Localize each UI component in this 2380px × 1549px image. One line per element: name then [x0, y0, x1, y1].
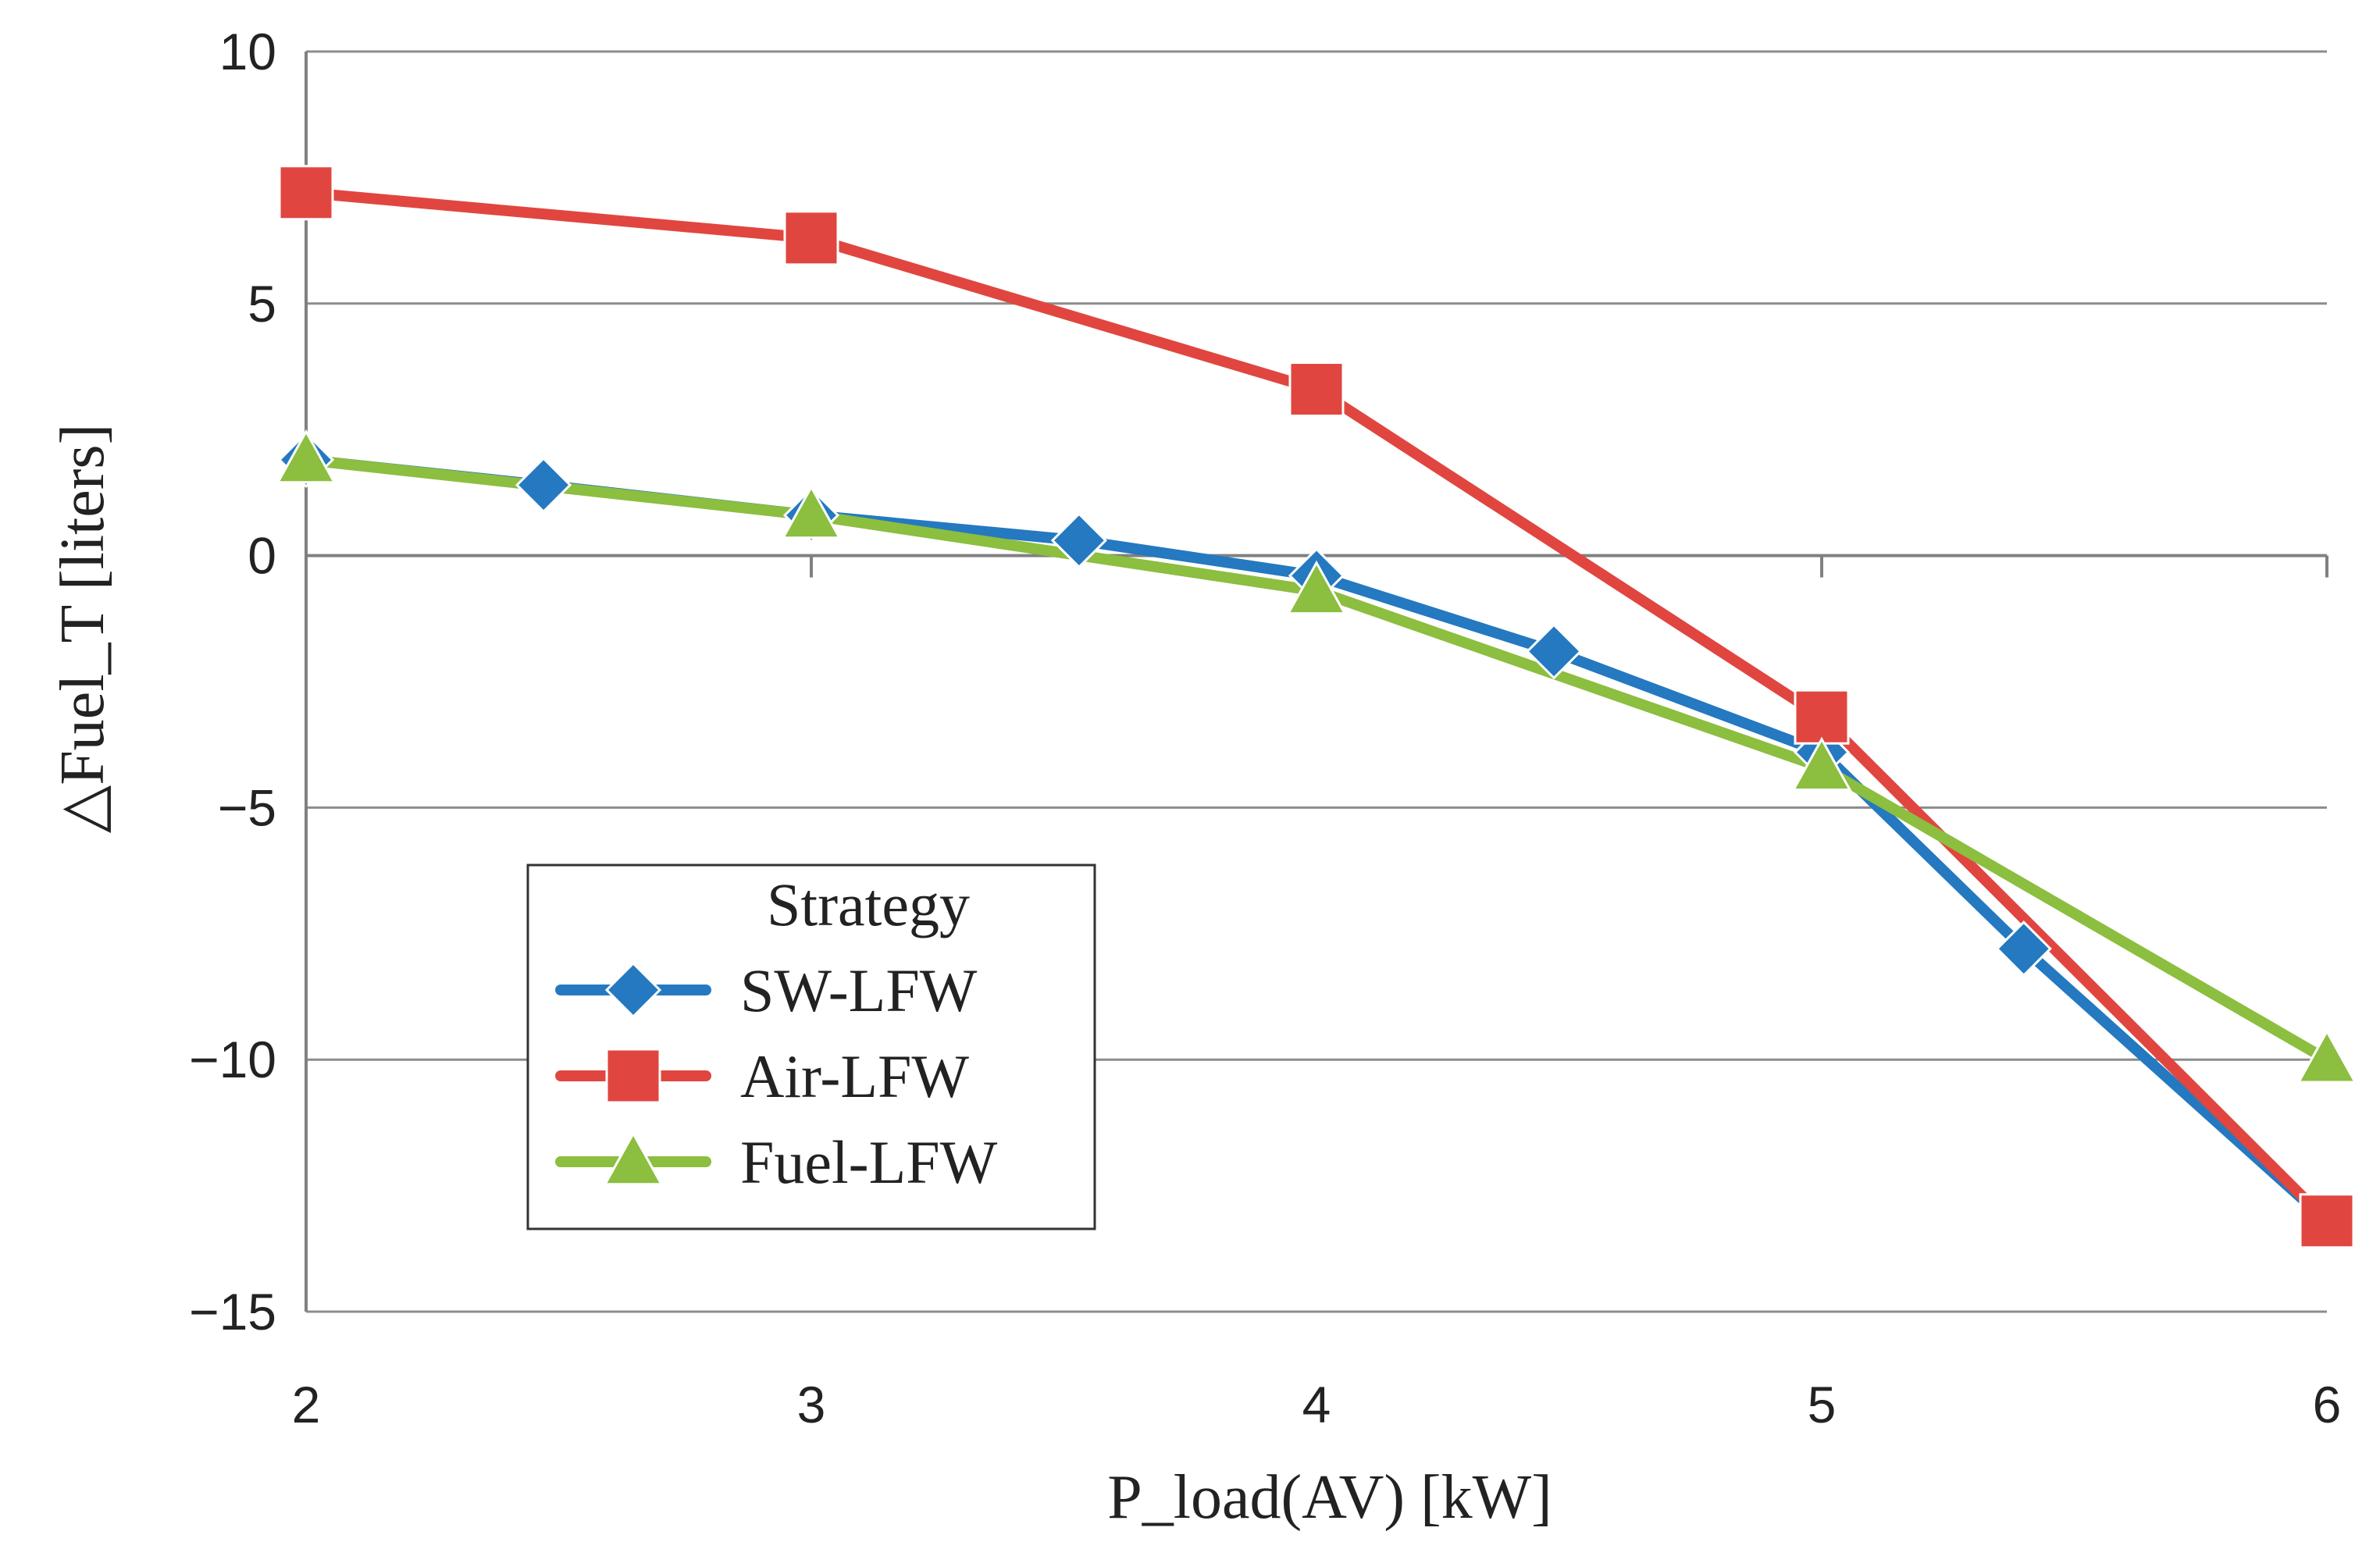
y-tick-label: −10: [189, 1031, 276, 1088]
legend-title: Strategy: [767, 871, 970, 938]
x-tick-label: 5: [1808, 1376, 1837, 1433]
data-point-sw-lfw: [1050, 512, 1108, 569]
y-axis-title: △Fuel_T [liters]: [48, 424, 117, 833]
x-tick-labels: 2 3 4 5 6: [292, 1376, 2342, 1433]
legend-label-air-lfw: Air-LFW: [740, 1042, 969, 1110]
y-tick-label: −5: [218, 778, 276, 836]
data-point-fuel-lfw: [276, 429, 337, 484]
data-point-fuel-lfw: [2296, 1029, 2357, 1084]
legend-marker-air-lfw: [605, 1048, 661, 1104]
data-point-sw-lfw: [1995, 920, 2052, 977]
x-tick-label: 3: [797, 1376, 826, 1433]
data-point-sw-lfw: [515, 457, 572, 514]
y-tick-labels: 10 5 0 −5 −10 −15: [189, 23, 276, 1341]
y-tick-label: 5: [248, 275, 276, 333]
legend-entries: SW-LFW Air-LFW Fuel-LFW: [555, 956, 998, 1196]
data-point-fuel-lfw: [1286, 560, 1347, 615]
data-point-air-lfw: [1794, 689, 1850, 745]
legend-marker-sw-lfw: [604, 961, 662, 1019]
y-tick-label: −15: [189, 1283, 276, 1341]
legend-label-fuel-lfw: Fuel-LFW: [740, 1128, 998, 1196]
data-point-air-lfw: [278, 165, 334, 221]
x-tick-label: 6: [2313, 1376, 2342, 1433]
data-point-air-lfw: [1288, 361, 1345, 418]
y-tick-label: 0: [248, 527, 276, 585]
data-point-fuel-lfw: [1791, 736, 1852, 792]
legend: Strategy SW-LFW Air-LFW Fuel-LFW: [526, 864, 1096, 1230]
y-tick-label: 10: [219, 23, 276, 80]
x-tick-label: 4: [1302, 1376, 1331, 1433]
data-point-air-lfw: [783, 210, 839, 266]
x-tick-label: 2: [292, 1376, 321, 1433]
data-point-air-lfw: [2299, 1193, 2355, 1249]
data-point-sw-lfw: [1525, 623, 1583, 680]
legend-label-sw-lfw: SW-LFW: [740, 956, 978, 1024]
x-axis-title: P_load(AV) [kW]: [1107, 1463, 1552, 1532]
series-markers: [276, 165, 2357, 1249]
legend-marker-fuel-lfw: [603, 1131, 664, 1186]
data-point-fuel-lfw: [781, 484, 842, 539]
